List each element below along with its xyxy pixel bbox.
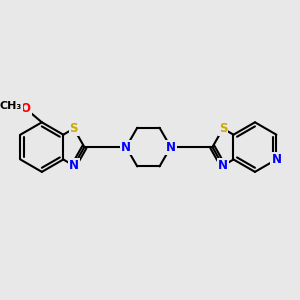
Text: N: N bbox=[121, 141, 131, 154]
Text: O: O bbox=[21, 102, 31, 115]
Text: N: N bbox=[218, 159, 228, 172]
Text: N: N bbox=[69, 159, 79, 172]
Text: S: S bbox=[70, 122, 78, 135]
Text: N: N bbox=[272, 153, 281, 166]
Text: CH₃: CH₃ bbox=[0, 101, 22, 111]
Text: N: N bbox=[166, 141, 176, 154]
Text: S: S bbox=[219, 122, 227, 135]
